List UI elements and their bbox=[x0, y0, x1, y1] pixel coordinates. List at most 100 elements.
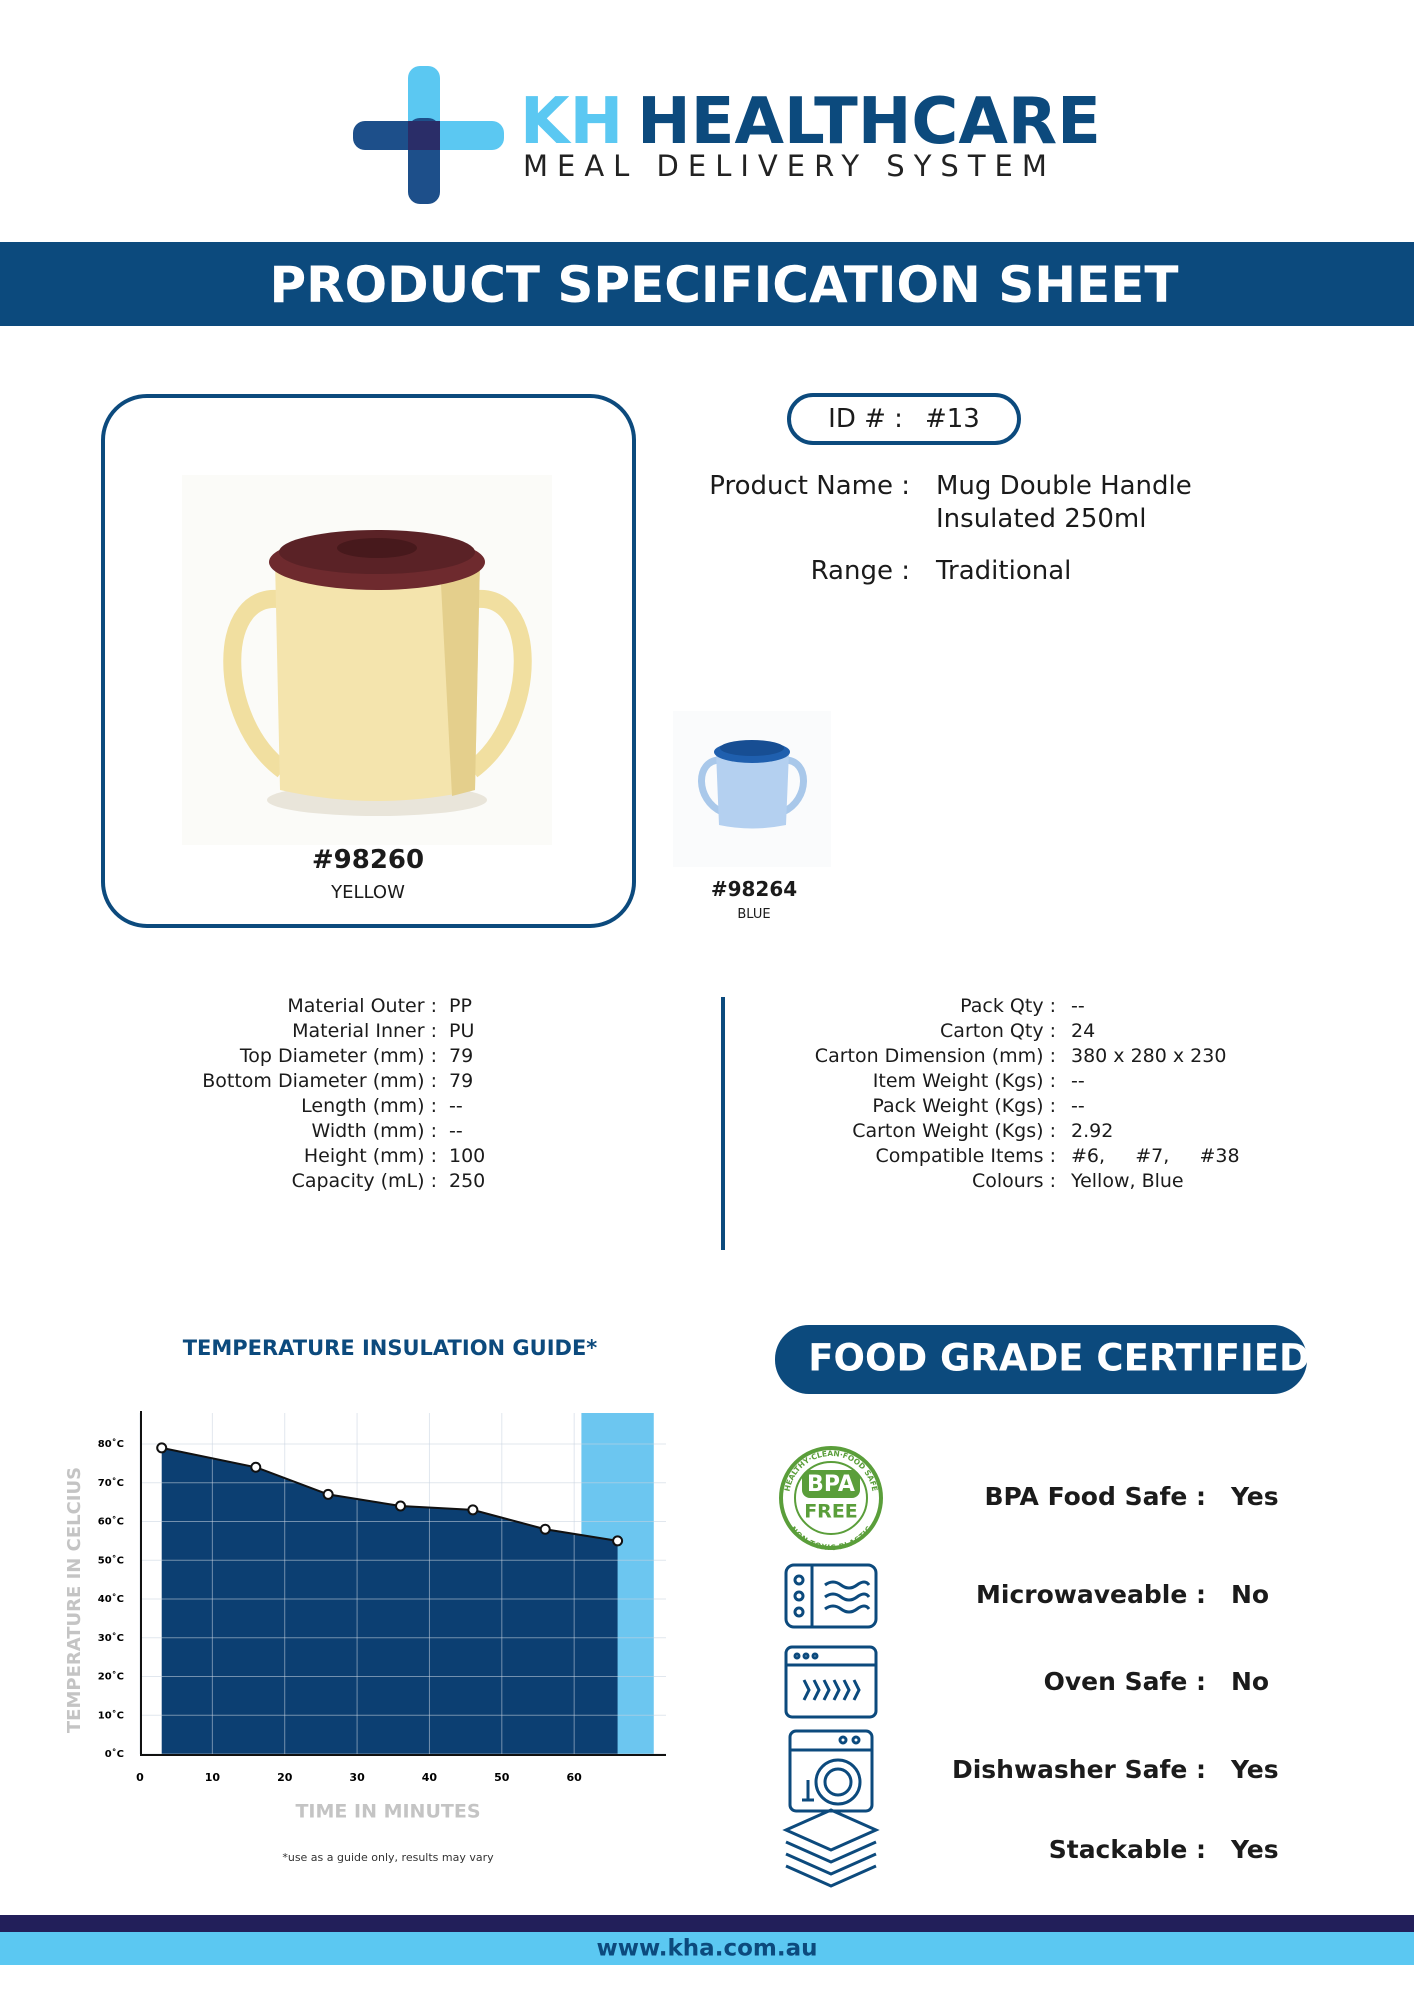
point bbox=[250, 1461, 262, 1473]
variant-code: #98260 bbox=[311, 845, 425, 875]
chart-note: *use as a guide only, results may vary bbox=[282, 1851, 494, 1864]
spec-label: Bottom Diameter (mm) : bbox=[202, 1070, 437, 1092]
point bbox=[467, 1504, 479, 1516]
spec-label: Compatible Items : bbox=[875, 1145, 1057, 1167]
variant-colour: BLUE bbox=[737, 907, 771, 922]
spec-label: Carton Dimension (mm) : bbox=[814, 1045, 1056, 1067]
id-value: #13 bbox=[924, 403, 980, 434]
yellow-mug bbox=[223, 530, 532, 816]
point bbox=[395, 1500, 406, 1512]
spec-label: Colours : bbox=[972, 1170, 1056, 1192]
footer-band bbox=[0, 1932, 1414, 1965]
chart: TEMPERATURE INSULATION GUIDE* TEMPERATUR… bbox=[64, 1336, 666, 1864]
spec-value: 79 bbox=[449, 1045, 474, 1067]
stackable-icon bbox=[782, 1808, 880, 1888]
footer-url[interactable]: www.kha.com.au bbox=[597, 1936, 818, 1962]
brand: KH HEALTHCARE bbox=[520, 85, 1101, 159]
cert-label: BPA Food Safe : bbox=[984, 1482, 1206, 1511]
spec-value: -- bbox=[449, 1120, 463, 1142]
y-tick-label: 40˚C bbox=[98, 1593, 124, 1605]
area bbox=[161, 1447, 618, 1754]
cert-value: Yes bbox=[1231, 1755, 1279, 1784]
blue-mug bbox=[698, 740, 807, 829]
cert-label: Oven Safe : bbox=[1043, 1667, 1206, 1696]
y-tick-label: 30˚C bbox=[98, 1632, 124, 1644]
y-tick-label: 70˚C bbox=[98, 1477, 124, 1489]
field-value: Traditional bbox=[936, 556, 1072, 586]
x-tick-label: 30 bbox=[349, 1771, 365, 1784]
spec-value: -- bbox=[449, 1095, 463, 1117]
x-axis-label: TIME IN MINUTES bbox=[295, 1801, 480, 1823]
cert-label: Stackable : bbox=[1048, 1835, 1206, 1864]
y-tick-label: 50˚C bbox=[98, 1554, 124, 1566]
x-tick-label: 10 bbox=[205, 1771, 221, 1784]
spec-label: Height (mm) : bbox=[303, 1145, 437, 1167]
x-tick-label: 20 bbox=[277, 1771, 293, 1784]
y-axis-label: TEMPERATURE IN CELCIUS bbox=[64, 1467, 85, 1733]
point bbox=[612, 1535, 624, 1547]
y-tick-label: 10˚C bbox=[98, 1709, 124, 1721]
point bbox=[156, 1442, 168, 1454]
brand-prefix: KH bbox=[520, 85, 623, 159]
spec-value: 380 x 280 x 230 bbox=[1071, 1045, 1227, 1067]
footer-band bbox=[0, 1915, 1414, 1932]
dishwasher-icon bbox=[788, 1729, 874, 1813]
spec-label: Length (mm) : bbox=[301, 1095, 437, 1117]
variant-colour: YELLOW bbox=[331, 882, 405, 903]
field-value: Mug Double Handle Insulated 250ml bbox=[936, 471, 1192, 534]
x-tick-label: 50 bbox=[494, 1771, 510, 1784]
y-tick-label: 60˚C bbox=[98, 1516, 124, 1528]
cert-pill bbox=[775, 1325, 1307, 1394]
id-label: ID # : bbox=[828, 403, 903, 434]
banner-title: PRODUCT SPECIFICATION SHEET bbox=[269, 256, 1178, 314]
spec-label: Capacity (mL) : bbox=[291, 1170, 437, 1192]
bpa-badge: BPA FREE HEALTHY·CLEAN·FOOD SAFE NON TOX… bbox=[779, 1446, 883, 1552]
spec-value: -- bbox=[1071, 1070, 1085, 1092]
cert-value: No bbox=[1231, 1580, 1270, 1609]
spec-value: #6, #7, #38 bbox=[1071, 1145, 1240, 1167]
cert-label: Dishwasher Safe : bbox=[951, 1755, 1206, 1784]
spec-label: Item Weight (Kgs) : bbox=[872, 1070, 1056, 1092]
x-tick-label: 0 bbox=[136, 1771, 144, 1784]
spec-value: PU bbox=[449, 1020, 475, 1042]
spec-value: Yellow, Blue bbox=[1071, 1170, 1184, 1192]
tagline: MEAL DELIVERY SYSTEM bbox=[523, 149, 1056, 183]
spec-label: Carton Weight (Kgs) : bbox=[852, 1120, 1056, 1142]
spec-label: Material Outer : bbox=[287, 995, 437, 1017]
badge-bottom: FREE bbox=[804, 1501, 858, 1523]
x-tick-label: 60 bbox=[567, 1771, 583, 1784]
point bbox=[539, 1523, 551, 1535]
logo bbox=[353, 66, 504, 204]
y-tick-label: 0˚C bbox=[105, 1748, 124, 1760]
field-label: Product Name : bbox=[709, 471, 910, 501]
chart-title: TEMPERATURE INSULATION GUIDE* bbox=[183, 1336, 598, 1360]
spec-value: 100 bbox=[449, 1145, 486, 1167]
spec-label: Width (mm) : bbox=[311, 1120, 437, 1142]
spec-label: Pack Qty : bbox=[960, 995, 1056, 1017]
microwave-icon bbox=[784, 1563, 878, 1629]
oven-icon bbox=[784, 1645, 878, 1719]
spec-value: PP bbox=[449, 995, 472, 1017]
cert-label: Microwaveable : bbox=[976, 1580, 1206, 1609]
cert-title: FOOD GRADE CERTIFIED bbox=[808, 1337, 1309, 1380]
y-tick-label: 80˚C bbox=[98, 1438, 124, 1450]
id-row: ID # : #13 bbox=[789, 395, 1019, 443]
brand-name: HEALTHCARE bbox=[637, 85, 1101, 159]
cert-value: Yes bbox=[1231, 1835, 1279, 1864]
id-pill bbox=[787, 393, 1021, 445]
variant-code: #98264 bbox=[710, 877, 798, 901]
banner-bg bbox=[0, 242, 1414, 326]
point bbox=[322, 1488, 334, 1500]
spec-value: 79 bbox=[449, 1070, 474, 1092]
spec-label: Top Diameter (mm) : bbox=[239, 1045, 437, 1067]
spec-value: 2.92 bbox=[1071, 1120, 1114, 1142]
spec-value: 250 bbox=[449, 1170, 486, 1192]
spec-label: Pack Weight (Kgs) : bbox=[872, 1095, 1056, 1117]
spec-label: Carton Qty : bbox=[940, 1020, 1056, 1042]
spec-value: -- bbox=[1071, 1095, 1085, 1117]
cert-value: No bbox=[1231, 1667, 1270, 1696]
field-label: Range : bbox=[810, 556, 910, 586]
cert-value: Yes bbox=[1231, 1482, 1279, 1511]
